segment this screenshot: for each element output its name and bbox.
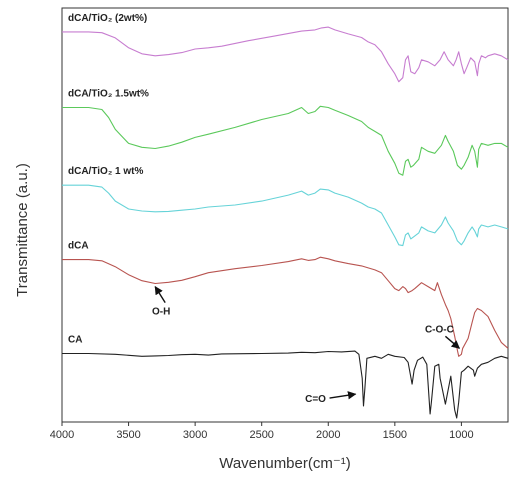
annotation-arrow-0 <box>154 285 166 304</box>
annotation-label-0: O-H <box>152 307 170 318</box>
series-label-3: dCA <box>68 241 89 252</box>
x-tick-label: 1500 <box>383 429 407 441</box>
series-label-1: dCA/TiO₂ 1.5wt% <box>68 89 149 100</box>
annotation-label-1: C-O-C <box>425 324 454 335</box>
y-axis-title: Transmittance (a.u.) <box>14 163 31 297</box>
series-line-1 <box>62 105 509 176</box>
plot-border <box>61 7 509 423</box>
annotation-arrow-2 <box>329 391 357 400</box>
annotation-arrow-1 <box>444 335 461 349</box>
x-tick-label: 1000 <box>449 429 473 441</box>
x-tick-label: 2000 <box>316 429 340 441</box>
x-tick-layer: 4000 3500 3000 2500 2000 1500 1000 <box>50 422 474 441</box>
annotation-label-2: C=O <box>305 394 326 405</box>
series-line-2 <box>62 184 509 247</box>
series-label-layer: dCA/TiO₂ (2wt%) dCA/TiO₂ 1.5wt% dCA/TiO₂ 1… <box>68 13 149 346</box>
series-label-4: CA <box>68 335 82 346</box>
series-line-4 <box>62 350 509 419</box>
series-line-3 <box>62 256 509 357</box>
series-line-0 <box>62 26 509 83</box>
series-layer <box>62 26 509 419</box>
series-label-0: dCA/TiO₂ (2wt%) <box>68 13 147 24</box>
x-tick-label: 3500 <box>116 429 140 441</box>
plot-frame <box>61 7 509 423</box>
x-tick-label: 2500 <box>249 429 273 441</box>
x-axis-title: Wavenumber(cm⁻¹) <box>219 455 351 472</box>
series-label-2: dCA/TiO₂ 1 wt% <box>68 166 143 177</box>
annotation-layer: O-H C-O-C C=O <box>152 285 461 405</box>
x-tick-label: 4000 <box>50 429 74 441</box>
x-tick-label: 3000 <box>183 429 207 441</box>
